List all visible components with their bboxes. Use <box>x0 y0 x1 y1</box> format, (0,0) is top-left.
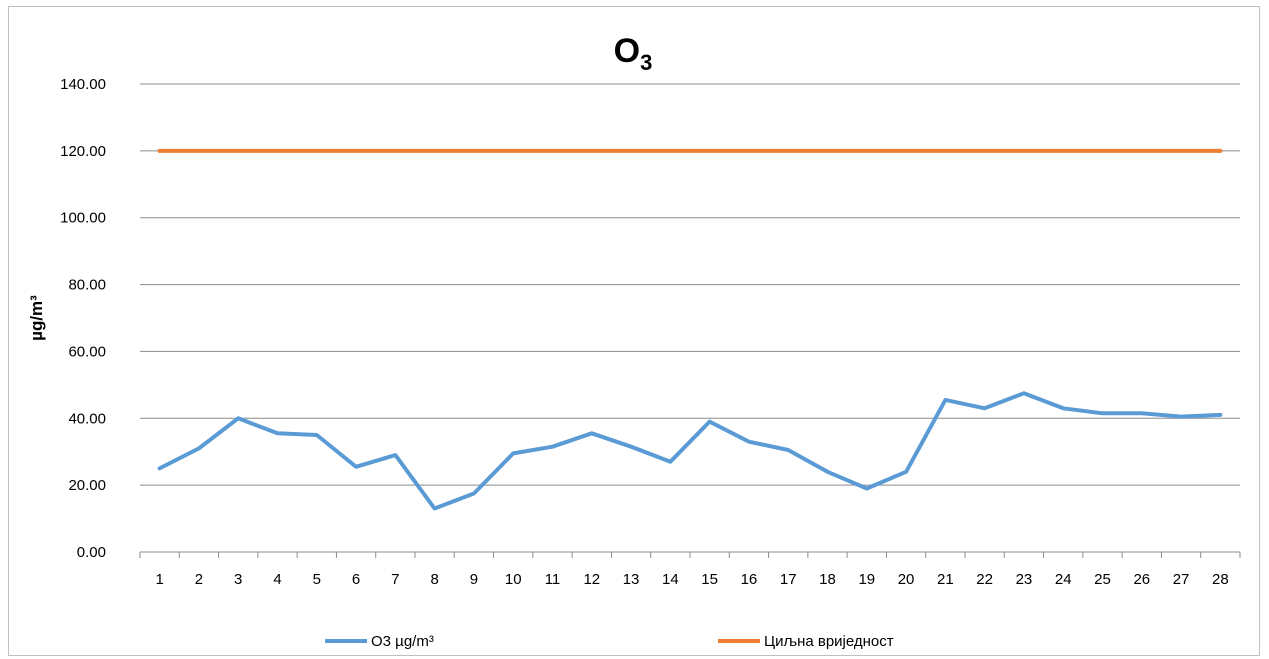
y-tick-label: 60.00 <box>68 343 106 360</box>
chart-title: O3 <box>614 32 653 75</box>
x-tick-label: 5 <box>313 571 321 588</box>
y-tick-label: 40.00 <box>68 410 106 427</box>
chart-title-main: O <box>614 32 640 70</box>
x-tick-label: 26 <box>1133 571 1150 588</box>
x-tick-label: 4 <box>273 571 281 588</box>
legend: O3 µg/m³ Циљна вриједност <box>325 633 894 650</box>
x-tick-label: 7 <box>391 571 399 588</box>
x-tick-label: 17 <box>780 571 797 588</box>
chart-title-subscript: 3 <box>640 50 652 75</box>
x-tick-label: 3 <box>234 571 242 588</box>
chart-area <box>8 6 1260 656</box>
y-tick-labels: 0.00 20.00 40.00 60.00 80.00 100.00 120.00 140.… <box>60 76 106 561</box>
x-tick-label: 2 <box>195 571 203 588</box>
x-tick-label: 13 <box>623 571 640 588</box>
x-tick-label: 27 <box>1173 571 1190 588</box>
series-lines <box>157 148 1223 511</box>
x-tick-label: 15 <box>701 571 718 588</box>
x-tick-label: 14 <box>662 571 679 588</box>
x-tick-label: 23 <box>1016 571 1033 588</box>
x-tick-label: 22 <box>976 571 993 588</box>
x-axis: 1 2 3 4 5 6 7 8 9 10 11 12 13 14 15 16 17 18 19 20 21 22 23 24 2… <box>139 551 1241 588</box>
x-tick-label: 9 <box>470 571 478 588</box>
x-tick-label: 18 <box>819 571 836 588</box>
y-tick-label: 20.00 <box>68 477 106 494</box>
legend-entry-label: Циљна вриједност <box>764 633 894 650</box>
y-tick-label: 100.00 <box>60 210 106 227</box>
x-tick-label: 21 <box>937 571 954 588</box>
y-tick-label: 80.00 <box>68 277 106 294</box>
x-tick-label: 10 <box>505 571 522 588</box>
y-axis-label: µg/m³ <box>27 295 46 341</box>
legend-entry-label: O3 µg/m³ <box>371 633 434 650</box>
x-tick-label: 12 <box>583 571 600 588</box>
x-tick-label: 25 <box>1094 571 1111 588</box>
y-tick-label: 120.00 <box>60 143 106 160</box>
x-tick-label: 28 <box>1212 571 1229 588</box>
x-tick-label: 6 <box>352 571 360 588</box>
x-tick-label: 20 <box>898 571 915 588</box>
gridlines <box>140 83 1240 486</box>
x-tick-label: 8 <box>430 571 438 588</box>
x-tick-label: 1 <box>155 571 163 588</box>
x-tick-label: 19 <box>858 571 875 588</box>
x-tick-label: 24 <box>1055 571 1072 588</box>
x-tick-label: 16 <box>741 571 758 588</box>
x-tick-label: 11 <box>545 571 561 588</box>
y-tick-label: 140.00 <box>60 76 106 93</box>
series-line-1 <box>157 391 1223 511</box>
y-tick-label: 0.00 <box>77 544 106 561</box>
